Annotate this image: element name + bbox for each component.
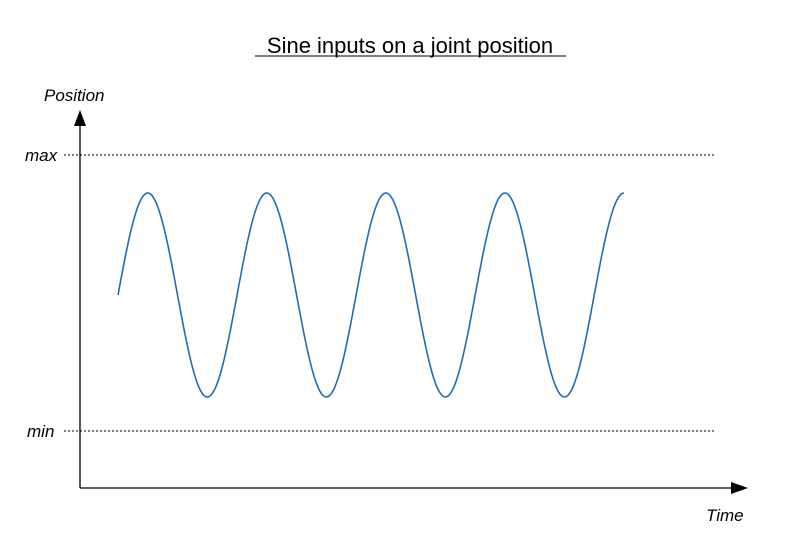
sine-curve (117, 192, 625, 398)
x-axis-arrow (731, 482, 748, 494)
y-axis-arrow (74, 110, 86, 126)
y-axis-label: Position (44, 86, 104, 105)
min-label: min (27, 422, 54, 441)
x-axis-label: Time (706, 506, 744, 525)
max-label: max (25, 146, 58, 165)
chart-title: Sine inputs on a joint position (267, 33, 553, 58)
